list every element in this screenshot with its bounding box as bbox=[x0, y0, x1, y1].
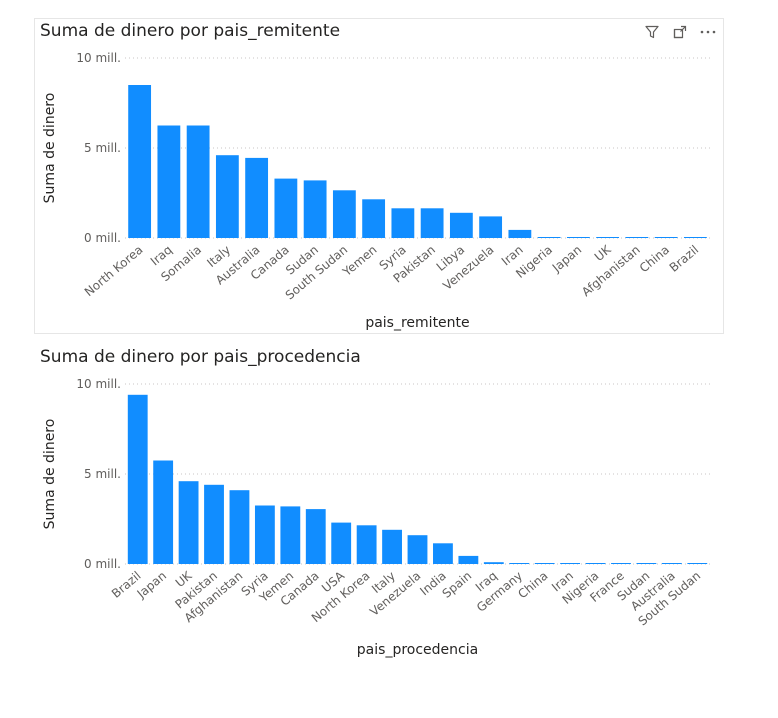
bar[interactable] bbox=[449, 212, 473, 238]
bar[interactable] bbox=[127, 394, 148, 564]
more-options-icon[interactable] bbox=[697, 23, 719, 41]
bar[interactable] bbox=[654, 237, 678, 238]
y-axis-title: Suma de dinero bbox=[42, 93, 58, 204]
bar[interactable] bbox=[433, 543, 453, 564]
bar[interactable] bbox=[382, 529, 402, 564]
bar[interactable] bbox=[356, 525, 377, 564]
y-tick-label: 5 mill. bbox=[84, 467, 121, 481]
chart-title: Suma de dinero por pais_remitente bbox=[40, 21, 341, 41]
bar[interactable] bbox=[215, 155, 239, 238]
x-tick-label: China bbox=[637, 243, 672, 276]
bar[interactable] bbox=[625, 237, 649, 238]
x-axis-title: pais_procedencia bbox=[357, 642, 478, 658]
bar[interactable] bbox=[245, 157, 269, 238]
bar[interactable] bbox=[509, 563, 530, 564]
y-tick-label: 10 mill. bbox=[76, 377, 121, 391]
x-tick-label: Japan bbox=[134, 569, 169, 602]
bar[interactable] bbox=[157, 125, 181, 239]
bar[interactable] bbox=[458, 555, 479, 564]
y-tick-label: 10 mill. bbox=[76, 51, 121, 65]
y-axis-title: Suma de dinero bbox=[42, 419, 58, 530]
bar[interactable] bbox=[560, 563, 581, 564]
bar[interactable] bbox=[661, 563, 682, 564]
x-tick-label: Spain bbox=[440, 569, 475, 601]
chart-title: Suma de dinero por pais_procedencia bbox=[40, 347, 361, 367]
bar[interactable] bbox=[566, 237, 590, 238]
bar[interactable] bbox=[683, 237, 707, 238]
bar[interactable] bbox=[362, 199, 386, 238]
bar[interactable] bbox=[331, 522, 352, 564]
y-tick-label: 0 mill. bbox=[84, 557, 121, 571]
x-tick-label: North Korea bbox=[82, 243, 146, 300]
chart-pais-remitente[interactable]: Suma de dinero por pais_remitente 0 mill… bbox=[34, 18, 724, 334]
bar[interactable] bbox=[585, 563, 606, 564]
bar[interactable] bbox=[479, 216, 503, 238]
bar[interactable] bbox=[636, 563, 657, 564]
bar[interactable] bbox=[128, 85, 152, 238]
visual-header-icons bbox=[641, 23, 719, 41]
bar[interactable] bbox=[254, 505, 275, 565]
focus-mode-icon[interactable] bbox=[669, 23, 691, 41]
bar[interactable] bbox=[229, 490, 250, 564]
bar[interactable] bbox=[332, 190, 356, 238]
bar[interactable] bbox=[153, 460, 174, 565]
bar-chart-remitente: 0 mill.5 mill.10 mill.North Korea IraqSom… bbox=[42, 51, 710, 331]
bar[interactable] bbox=[204, 484, 224, 564]
bar[interactable] bbox=[178, 481, 199, 564]
x-tick-label: China bbox=[515, 569, 550, 602]
bar[interactable] bbox=[596, 237, 620, 238]
x-tick-label: Japan bbox=[549, 243, 584, 276]
bar[interactable] bbox=[303, 180, 327, 238]
bar[interactable] bbox=[305, 509, 326, 564]
bar[interactable] bbox=[186, 125, 210, 239]
y-tick-label: 0 mill. bbox=[84, 231, 121, 245]
x-tick-label: Brazil bbox=[667, 243, 702, 275]
bar[interactable] bbox=[534, 563, 555, 564]
bar[interactable] bbox=[508, 229, 532, 238]
x-axis-title: pais_remitente bbox=[365, 315, 469, 331]
bar[interactable] bbox=[274, 178, 298, 238]
filter-icon[interactable] bbox=[641, 23, 663, 41]
bar[interactable] bbox=[280, 506, 301, 564]
chart-pais-procedencia[interactable]: Suma de dinero por pais_procedencia 0 mi… bbox=[34, 344, 724, 674]
bar[interactable] bbox=[391, 208, 415, 238]
bar[interactable] bbox=[611, 563, 631, 564]
y-tick-label: 5 mill. bbox=[84, 141, 121, 155]
bar[interactable] bbox=[420, 208, 444, 238]
bar[interactable] bbox=[483, 562, 504, 564]
bar[interactable] bbox=[687, 563, 708, 564]
bar[interactable] bbox=[537, 237, 561, 238]
bar[interactable] bbox=[407, 535, 428, 564]
